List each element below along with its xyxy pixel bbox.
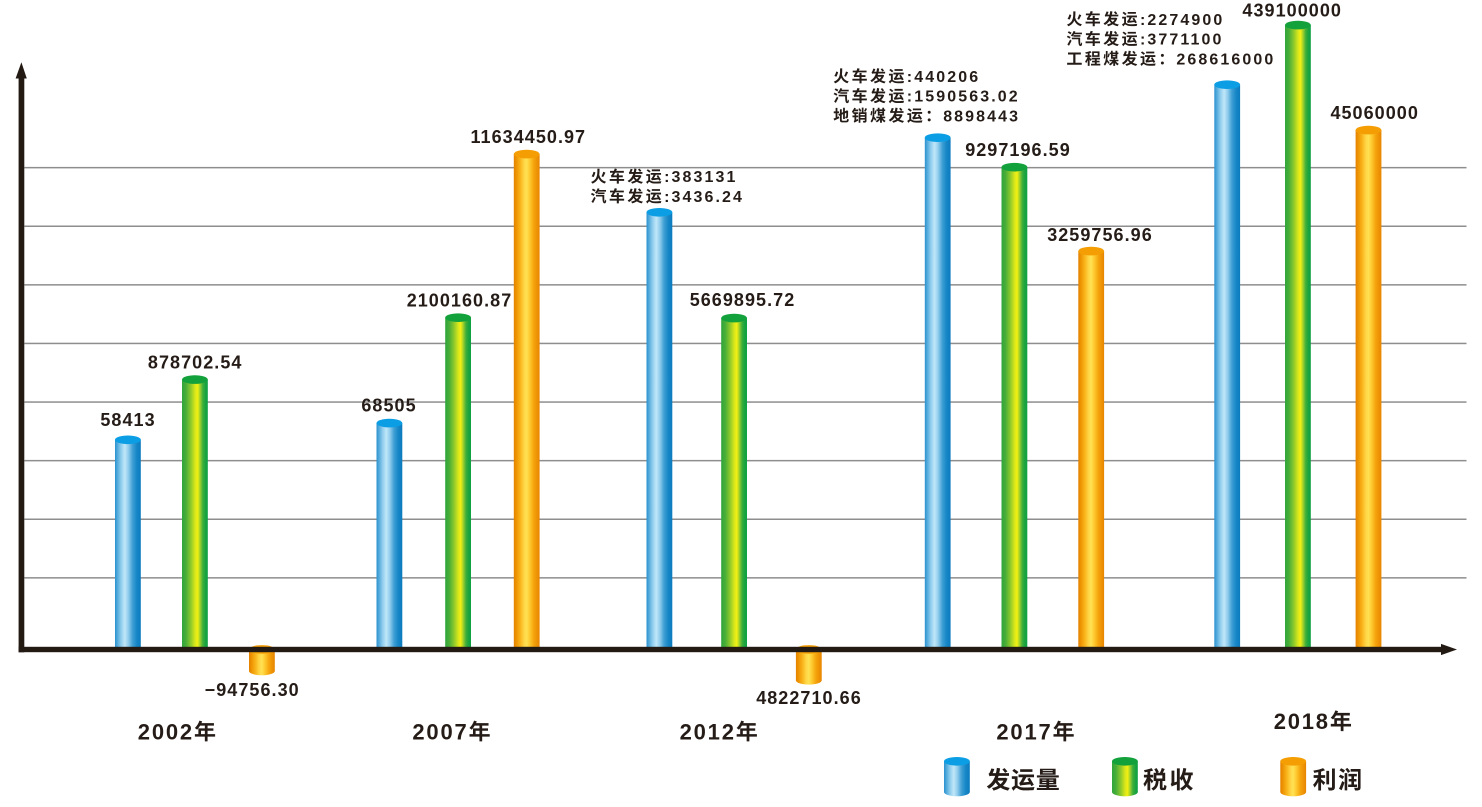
svg-text:4822710.66: 4822710.66: [756, 688, 862, 708]
svg-text::2274900: :2274900: [1140, 12, 1224, 29]
svg-text:2100160.87: 2100160.87: [407, 290, 513, 310]
svg-text:45060000: 45060000: [1330, 103, 1419, 123]
svg-text:9297196.59: 9297196.59: [965, 140, 1071, 160]
svg-text::383131: :383131: [664, 169, 737, 186]
svg-text:11634450.97: 11634450.97: [470, 127, 586, 147]
svg-text::440206: :440206: [907, 69, 980, 86]
svg-text:2002: 2002: [138, 719, 194, 744]
svg-text:2012: 2012: [680, 719, 736, 744]
svg-text::1590563.02: :1590563.02: [907, 89, 1020, 106]
svg-text:878702.54: 878702.54: [148, 352, 243, 372]
svg-text:58413: 58413: [100, 410, 155, 430]
svg-text:439100000: 439100000: [1242, 0, 1342, 20]
svg-text:−94756.30: −94756.30: [205, 680, 300, 700]
svg-text:68505: 68505: [361, 396, 416, 416]
svg-text:5669895.72: 5669895.72: [690, 290, 796, 310]
svg-text::3771100: :3771100: [1140, 32, 1224, 49]
svg-text:3259756.96: 3259756.96: [1047, 225, 1153, 245]
svg-text::3436.24: :3436.24: [664, 189, 744, 206]
svg-text:268616000: 268616000: [1176, 51, 1275, 68]
svg-text:2018: 2018: [1274, 709, 1330, 734]
svg-text:2007: 2007: [412, 719, 468, 744]
svg-text:2017: 2017: [996, 719, 1052, 744]
svg-text:8898443: 8898443: [943, 108, 1020, 125]
